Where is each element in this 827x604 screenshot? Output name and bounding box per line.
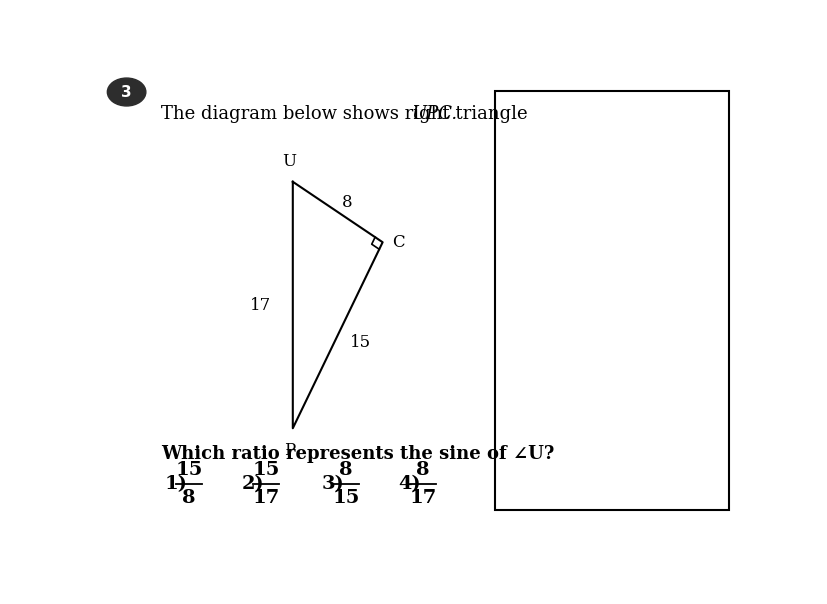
- Text: 8: 8: [339, 461, 352, 479]
- Text: 2): 2): [241, 475, 264, 493]
- Text: UPC.: UPC.: [411, 105, 457, 123]
- Text: 15: 15: [332, 489, 359, 507]
- Text: 17: 17: [252, 489, 280, 507]
- Text: 17: 17: [250, 297, 271, 313]
- Text: 4): 4): [399, 475, 421, 493]
- Text: 8: 8: [342, 194, 352, 211]
- Text: P: P: [284, 442, 295, 459]
- Text: 1): 1): [165, 475, 187, 493]
- Text: 15: 15: [175, 461, 203, 479]
- Text: Which ratio represents the sine of ∠U?: Which ratio represents the sine of ∠U?: [161, 445, 554, 463]
- Text: 17: 17: [409, 489, 436, 507]
- Bar: [495, 91, 729, 510]
- Text: 15: 15: [252, 461, 280, 479]
- Text: 8: 8: [182, 489, 195, 507]
- Text: U: U: [282, 153, 296, 170]
- Circle shape: [108, 78, 146, 106]
- Text: 8: 8: [416, 461, 429, 479]
- Text: 3): 3): [322, 475, 344, 493]
- Text: The diagram below shows right triangle: The diagram below shows right triangle: [161, 105, 533, 123]
- Text: C: C: [392, 234, 404, 251]
- Text: 15: 15: [349, 334, 370, 351]
- Text: 3: 3: [121, 85, 131, 100]
